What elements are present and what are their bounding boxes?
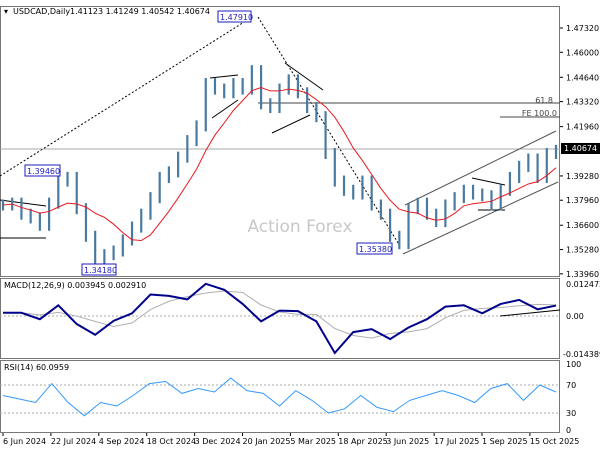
x-tick-label: 1 Sep 2025 (482, 437, 528, 446)
x-tick-label: 3 Dec 2024 (195, 437, 241, 446)
price-tick-label: 1.44640 (566, 73, 599, 82)
wedge-line (211, 99, 239, 119)
low-label: 1.34180 (84, 266, 117, 275)
macd-tick: 0.00 (566, 312, 584, 321)
watermark: Action Forex (247, 217, 352, 237)
swing-low-label: 1.35380 (359, 245, 392, 254)
high-label: 1.47910 (220, 13, 253, 22)
macd-trendline (499, 309, 561, 317)
price-tick-label: 1.36600 (566, 221, 599, 230)
wedge-line (0, 199, 47, 207)
macd-panel (0, 278, 560, 359)
price-tick-label: 1.39280 (566, 172, 599, 181)
x-tick-label: 6 Jun 2024 (3, 437, 46, 446)
price-tick-label: 1.46000 (566, 48, 599, 57)
rsi-panel (0, 360, 560, 433)
macd-signal-line (3, 290, 557, 339)
price-tick-label: 1.43320 (566, 98, 599, 107)
wedge-line (284, 62, 324, 91)
current-price-tag: 1.40674 (564, 144, 597, 153)
trendline-dashed (257, 16, 401, 247)
x-tick-label: 18 Apr 2025 (338, 437, 387, 446)
swing-high-label: 1.39460 (27, 167, 60, 176)
x-tick-label: 5 Mar 2025 (290, 437, 336, 446)
x-tick-label: 3 Jun 2025 (386, 437, 429, 446)
fib-label: 61.8 (535, 96, 553, 105)
channel-upper (404, 130, 557, 206)
rsi-tick: 100 (566, 360, 581, 369)
macd-tick: -0.014389 (563, 350, 600, 359)
wedge-line (471, 177, 506, 186)
ohlc-values: 1.41123 1.41249 1.40542 1.40674 (70, 7, 210, 16)
rsi-tick: 0 (566, 426, 571, 435)
symbol-title: USDCAD,Daily (13, 7, 70, 16)
rsi-tick: 70 (566, 381, 576, 390)
price-tick-label: 1.33960 (566, 270, 599, 279)
price-tick-label: 1.35280 (566, 246, 599, 255)
x-tick-label: 22 Jul 2024 (51, 437, 96, 446)
channel-lower (402, 181, 559, 255)
moving-average-line (2, 86, 557, 242)
wedge-line (209, 74, 239, 79)
x-tick-label: 18 Oct 2024 (147, 437, 196, 446)
fe-label: FE 100.0 (522, 109, 557, 118)
trendline-dashed (0, 16, 253, 177)
price-panel (0, 6, 560, 277)
price-tick-label: 1.41960 (566, 123, 599, 132)
macd-line (3, 282, 557, 355)
rsi-line (2, 377, 557, 417)
rsi-tick: 30 (566, 409, 576, 418)
dropdown-arrow-icon[interactable]: ▾ (4, 7, 8, 16)
x-tick-label: 17 Jul 2025 (434, 437, 479, 446)
x-tick-label: 15 Oct 2025 (530, 437, 579, 446)
x-tick-label: 4 Sep 2024 (99, 437, 145, 446)
price-tick-label: 1.37960 (566, 196, 599, 205)
price-tick-label: 1.47320 (566, 24, 599, 33)
macd-title: MACD(12,26,9) 0.003945 0.002910 (4, 281, 146, 290)
wedge-line (271, 114, 311, 134)
x-tick-label: 20 Jan 2025 (243, 437, 291, 446)
rsi-title: RSI(14) 60.0959 (4, 363, 69, 372)
macd-tick: 0.012472 (566, 280, 600, 289)
